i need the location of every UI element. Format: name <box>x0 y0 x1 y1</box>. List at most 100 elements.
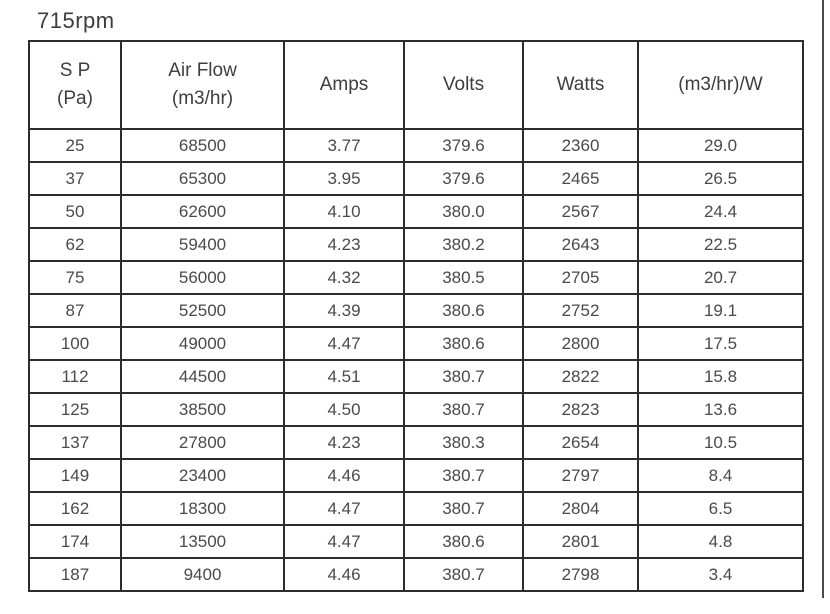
table-cell: 100 <box>28 326 122 361</box>
table-cell: 4.10 <box>283 194 405 229</box>
table-cell: 25 <box>28 128 122 163</box>
table-cell: 162 <box>28 491 122 526</box>
table-cell: 75 <box>28 260 122 295</box>
table-cell: 87 <box>28 293 122 328</box>
header-label: (m3/hr)/W <box>678 74 763 96</box>
table-cell: 65300 <box>120 161 285 196</box>
table-row: 162 18300 4.47 380.7 2804 6.5 <box>28 491 804 526</box>
table-cell: 380.7 <box>403 392 524 427</box>
table-cell: 56000 <box>120 260 285 295</box>
table-cell: 174 <box>28 524 122 559</box>
table-cell: 379.6 <box>403 161 524 196</box>
header-label: Watts <box>556 74 605 96</box>
table-cell: 38500 <box>120 392 285 427</box>
table-cell: 3.4 <box>637 557 804 592</box>
table-row: 187 9400 4.46 380.7 2798 3.4 <box>28 557 804 592</box>
table-cell: 380.0 <box>403 194 524 229</box>
table-cell: 20.7 <box>637 260 804 295</box>
table-cell: 13.6 <box>637 392 804 427</box>
table-cell: 4.8 <box>637 524 804 559</box>
table-cell: 125 <box>28 392 122 427</box>
table-cell: 2804 <box>522 491 639 526</box>
table-cell: 18300 <box>120 491 285 526</box>
table-row: 137 27800 4.23 380.3 2654 10.5 <box>28 425 804 460</box>
table-cell: 68500 <box>120 128 285 163</box>
table-cell: 4.46 <box>283 557 405 592</box>
header-label: S P <box>59 60 91 82</box>
table-cell: 187 <box>28 557 122 592</box>
table-cell: 3.77 <box>283 128 405 163</box>
table-cell: 2567 <box>522 194 639 229</box>
table-cell: 2705 <box>522 260 639 295</box>
header-label: Volts <box>442 74 485 96</box>
table-row: 149 23400 4.46 380.7 2797 8.4 <box>28 458 804 493</box>
table-cell: 380.3 <box>403 425 524 460</box>
table-header: S P (Pa) Air Flow (m3/hr) Amps Volts Wat… <box>28 40 804 130</box>
header-label: Air Flow <box>168 60 237 82</box>
table-cell: 15.8 <box>637 359 804 394</box>
table-cell: 3.95 <box>283 161 405 196</box>
table-cell: 380.6 <box>403 524 524 559</box>
table-cell: 8.4 <box>637 458 804 493</box>
table-cell: 52500 <box>120 293 285 328</box>
column-header-airflow: Air Flow (m3/hr) <box>120 40 285 130</box>
column-header-watts: Watts <box>522 40 639 130</box>
table-row: 100 49000 4.47 380.6 2800 17.5 <box>28 326 804 361</box>
table-cell: 2800 <box>522 326 639 361</box>
table-cell: 380.7 <box>403 491 524 526</box>
header-unit: (m3/hr) <box>171 88 234 109</box>
table-cell: 17.5 <box>637 326 804 361</box>
table-cell: 49000 <box>120 326 285 361</box>
table-row: 50 62600 4.10 380.0 2567 24.4 <box>28 194 804 229</box>
table-cell: 4.32 <box>283 260 405 295</box>
table-cell: 2798 <box>522 557 639 592</box>
table-row: 125 38500 4.50 380.7 2823 13.6 <box>28 392 804 427</box>
table-cell: 379.6 <box>403 128 524 163</box>
table-cell: 149 <box>28 458 122 493</box>
table-cell: 50 <box>28 194 122 229</box>
table-cell: 4.23 <box>283 425 405 460</box>
table-cell: 137 <box>28 425 122 460</box>
table-cell: 112 <box>28 359 122 394</box>
table-row: 75 56000 4.32 380.5 2705 20.7 <box>28 260 804 295</box>
table-cell: 13500 <box>120 524 285 559</box>
table-cell: 4.47 <box>283 326 405 361</box>
table-row: 62 59400 4.23 380.2 2643 22.5 <box>28 227 804 262</box>
table-cell: 22.5 <box>637 227 804 262</box>
table-cell: 2465 <box>522 161 639 196</box>
table-cell: 6.5 <box>637 491 804 526</box>
table-cell: 2752 <box>522 293 639 328</box>
table-row: 174 13500 4.47 380.6 2801 4.8 <box>28 524 804 559</box>
table-cell: 380.2 <box>403 227 524 262</box>
table-cell: 380.6 <box>403 326 524 361</box>
table-cell: 4.47 <box>283 491 405 526</box>
table-cell: 4.23 <box>283 227 405 262</box>
table-cell: 29.0 <box>637 128 804 163</box>
rpm-title: 715rpm <box>37 8 115 33</box>
table-cell: 2822 <box>522 359 639 394</box>
header-label: Amps <box>319 74 369 96</box>
table-cell: 19.1 <box>637 293 804 328</box>
table-row: 112 44500 4.51 380.7 2822 15.8 <box>28 359 804 394</box>
table-cell: 62 <box>28 227 122 262</box>
table-cell: 4.46 <box>283 458 405 493</box>
table-row: 37 65300 3.95 379.6 2465 26.5 <box>28 161 804 196</box>
table-row: 25 68500 3.77 379.6 2360 29.0 <box>28 128 804 163</box>
table-cell: 37 <box>28 161 122 196</box>
table-cell: 62600 <box>120 194 285 229</box>
page-border-line <box>822 0 824 598</box>
table-cell: 380.7 <box>403 458 524 493</box>
table-cell: 2654 <box>522 425 639 460</box>
table-cell: 2823 <box>522 392 639 427</box>
table-cell: 4.51 <box>283 359 405 394</box>
table-cell: 27800 <box>120 425 285 460</box>
column-header-efficiency: (m3/hr)/W <box>637 40 804 130</box>
header-unit: (Pa) <box>57 88 93 109</box>
table-cell: 380.5 <box>403 260 524 295</box>
header-row: S P (Pa) Air Flow (m3/hr) Amps Volts Wat… <box>28 40 804 130</box>
table-cell: 380.7 <box>403 557 524 592</box>
table-cell: 59400 <box>120 227 285 262</box>
table-cell: 10.5 <box>637 425 804 460</box>
table-cell: 4.47 <box>283 524 405 559</box>
fan-performance-table: S P (Pa) Air Flow (m3/hr) Amps Volts Wat… <box>28 40 804 592</box>
